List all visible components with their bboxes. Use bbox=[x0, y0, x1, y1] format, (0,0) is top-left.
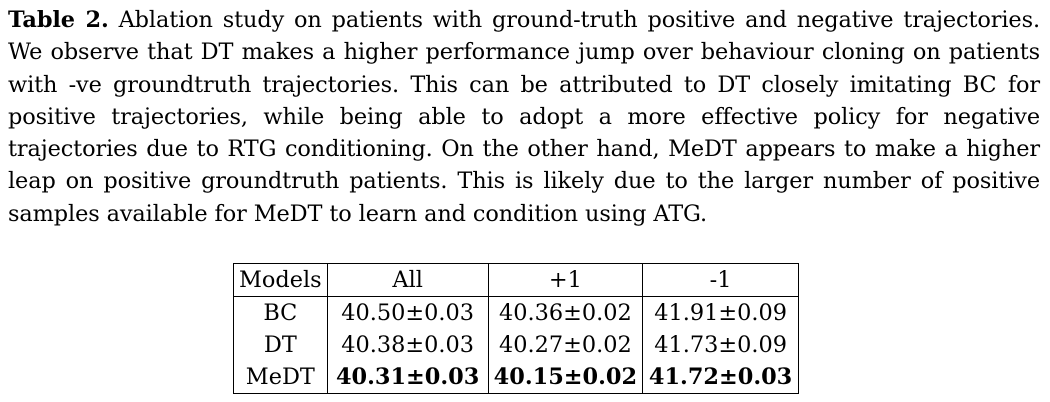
cell-all: 40.31±0.03 bbox=[326, 361, 489, 394]
cell-positive: 40.15±0.02 bbox=[487, 361, 644, 394]
table-header-row: Models All +1 -1 bbox=[233, 263, 800, 297]
cell-negative: 41.72±0.03 bbox=[642, 361, 800, 394]
table-row: BC 40.50±0.03 40.36±0.02 41.91±0.09 bbox=[233, 296, 800, 329]
row-model-name: MeDT bbox=[233, 361, 328, 394]
cell-positive: 40.36±0.02 bbox=[487, 296, 644, 329]
caption-text: Ablation study on patients with ground-t… bbox=[8, 7, 1040, 227]
header-all: All bbox=[326, 263, 489, 297]
cell-all: 40.38±0.03 bbox=[326, 329, 489, 361]
table-row-best: MeDT 40.31±0.03 40.15±0.02 41.72±0.03 bbox=[233, 361, 800, 394]
ablation-table-container: Models All +1 -1 BC 40.50±0.03 40.36±0.0… bbox=[233, 263, 800, 394]
cell-negative: 41.73±0.09 bbox=[642, 329, 800, 361]
header-negative: -1 bbox=[642, 263, 800, 297]
row-model-name: DT bbox=[233, 329, 328, 361]
header-positive: +1 bbox=[487, 263, 644, 297]
ablation-table: Models All +1 -1 BC 40.50±0.03 40.36±0.0… bbox=[233, 263, 800, 394]
row-model-name: BC bbox=[233, 296, 328, 329]
cell-negative: 41.91±0.09 bbox=[642, 296, 800, 329]
table-row: DT 40.38±0.03 40.27±0.02 41.73±0.09 bbox=[233, 329, 800, 361]
cell-positive: 40.27±0.02 bbox=[487, 329, 644, 361]
cell-all: 40.50±0.03 bbox=[326, 296, 489, 329]
table-caption: Table 2. Ablation study on patients with… bbox=[8, 4, 1040, 230]
caption-label: Table 2. bbox=[8, 7, 109, 33]
header-models: Models bbox=[233, 263, 328, 297]
